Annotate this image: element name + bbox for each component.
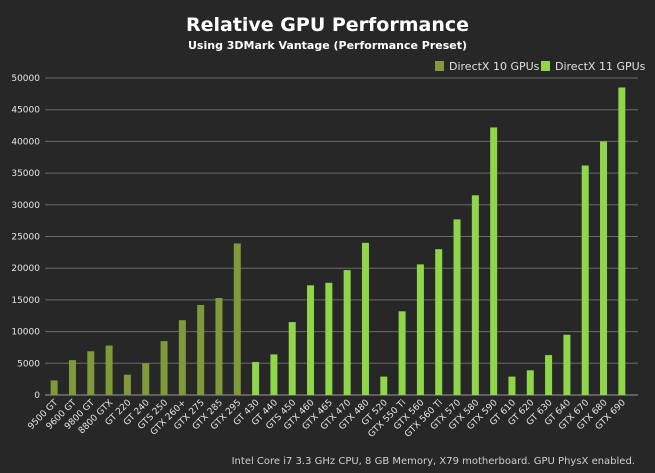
bar-gt-220 [123, 374, 131, 395]
bar-gt-430 [252, 362, 260, 395]
bar-gtx-260- [178, 320, 186, 395]
bar-gtx-690 [618, 87, 626, 395]
bar-gtx-680 [600, 141, 608, 395]
bar-gtx-470 [343, 270, 351, 395]
bar-9800-gt [87, 351, 95, 395]
bar-gts-250 [160, 341, 168, 395]
y-tick-label: 20000 [11, 264, 40, 274]
bar-gtx-295 [233, 243, 241, 395]
bar-gtx-570 [453, 219, 461, 395]
bar-9500-gt [50, 380, 58, 395]
bar-gt-440 [270, 354, 278, 395]
bar-gt-640 [563, 334, 571, 395]
y-tick-label: 25000 [11, 233, 40, 243]
bar-9600-gt [68, 360, 76, 395]
bar-gtx-560 [416, 264, 424, 395]
y-tick-label: 15000 [11, 296, 40, 306]
y-tick-label: 5000 [17, 359, 40, 369]
y-tick-label: 40000 [11, 137, 40, 147]
legend-label-dx11: DirectX 11 GPUs [555, 60, 646, 73]
bar-gtx-480 [361, 242, 369, 395]
legend: DirectX 10 GPUs DirectX 11 GPUs [435, 60, 646, 73]
bar-gt-620 [526, 370, 534, 395]
bar-8800-gtx [105, 345, 113, 395]
legend-label-dx10: DirectX 10 GPUs [449, 60, 540, 73]
bar-gt-630 [545, 355, 553, 395]
bar-gtx-590 [490, 127, 498, 396]
y-tick-label: 35000 [11, 169, 40, 179]
bar-gtx-670 [581, 165, 589, 395]
bar-gtx-275 [197, 304, 205, 395]
bar-gtx-550-ti [398, 311, 406, 395]
bar-gt-610 [508, 376, 516, 395]
gridlines [45, 77, 638, 396]
footnote: Intel Core i7 3.3 GHz CPU, 8 GB Memory, … [231, 456, 635, 467]
y-axis-tick-labels: 0 5000 10000 15000 20000 25000 30000 35000 40000… [11, 74, 40, 401]
bar-gtx-560-ti [435, 249, 443, 395]
chart-title: Relative GPU Performance [185, 14, 470, 36]
y-tick-label: 0 [34, 391, 40, 401]
legend-swatch-dx11 [541, 61, 550, 71]
y-tick-label: 30000 [11, 201, 40, 211]
y-tick-label: 10000 [11, 328, 40, 338]
chart-subtitle: Using 3DMark Vantage (Performance Preset… [187, 39, 468, 52]
bar-gtx-465 [325, 282, 333, 395]
bar-gts-450 [288, 322, 296, 395]
legend-swatch-dx10 [435, 61, 444, 71]
bar-gt-240 [142, 363, 150, 395]
bar-gtx-580 [471, 195, 479, 395]
y-tick-label: 50000 [11, 74, 40, 84]
bar-gtx-460 [307, 285, 315, 395]
bars [50, 87, 626, 396]
y-tick-label: 45000 [11, 106, 40, 116]
bar-gtx-285 [215, 297, 223, 395]
bar-gt-520 [380, 376, 388, 395]
